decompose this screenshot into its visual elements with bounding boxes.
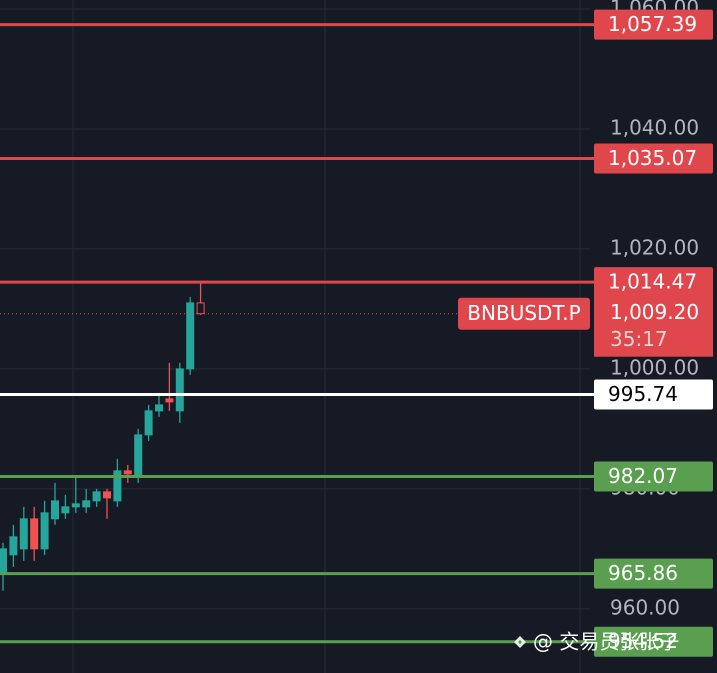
level-box — [594, 379, 713, 410]
level-box — [594, 143, 713, 174]
candle-body — [196, 302, 205, 315]
candle-body — [113, 470, 122, 502]
candle-body — [155, 404, 163, 412]
level-label: 982.07 — [608, 464, 678, 488]
candle-body — [19, 518, 28, 550]
level-box — [594, 267, 713, 298]
level-box — [594, 626, 713, 657]
candle-body — [30, 518, 39, 550]
level-label: 995.74 — [608, 382, 678, 406]
candle-body — [165, 398, 174, 403]
countdown: 35:17 — [610, 327, 668, 351]
candle-body — [71, 503, 80, 508]
level-label: 1,057.39 — [608, 12, 697, 36]
candle-body — [9, 536, 18, 556]
candle-body — [134, 434, 143, 478]
level-box — [594, 461, 713, 492]
y-tick-label: 1,040.00 — [610, 115, 699, 139]
level-label: 965.86 — [608, 561, 678, 585]
candle-body — [123, 470, 132, 475]
last-price-box — [594, 295, 713, 357]
symbol-box — [458, 297, 590, 330]
last-price-label: 1,009.20 — [610, 300, 699, 324]
level-label: 1,035.07 — [608, 146, 697, 170]
watermark: @ 交易员张张子 — [533, 630, 679, 654]
candle-body — [144, 410, 153, 436]
candle-body — [103, 491, 111, 499]
level-label: 954.52 — [608, 629, 678, 653]
candle-body — [82, 500, 91, 508]
y-tick-label: 1,020.00 — [610, 235, 699, 259]
level-box — [594, 558, 713, 589]
candle-body — [51, 500, 59, 520]
candle-body — [40, 512, 49, 550]
candle-body — [0, 548, 7, 574]
y-tick-label: 1,000.00 — [610, 355, 699, 379]
logo — [514, 636, 526, 648]
candle-body — [175, 368, 184, 412]
y-tick-label: 960.00 — [610, 595, 680, 619]
candle-body — [61, 506, 70, 514]
level-box — [594, 9, 713, 40]
candle-body — [92, 491, 101, 502]
symbol-label: BNBUSDT.P — [467, 301, 580, 325]
level-label: 1,014.47 — [608, 270, 697, 294]
candle-body — [186, 302, 195, 370]
